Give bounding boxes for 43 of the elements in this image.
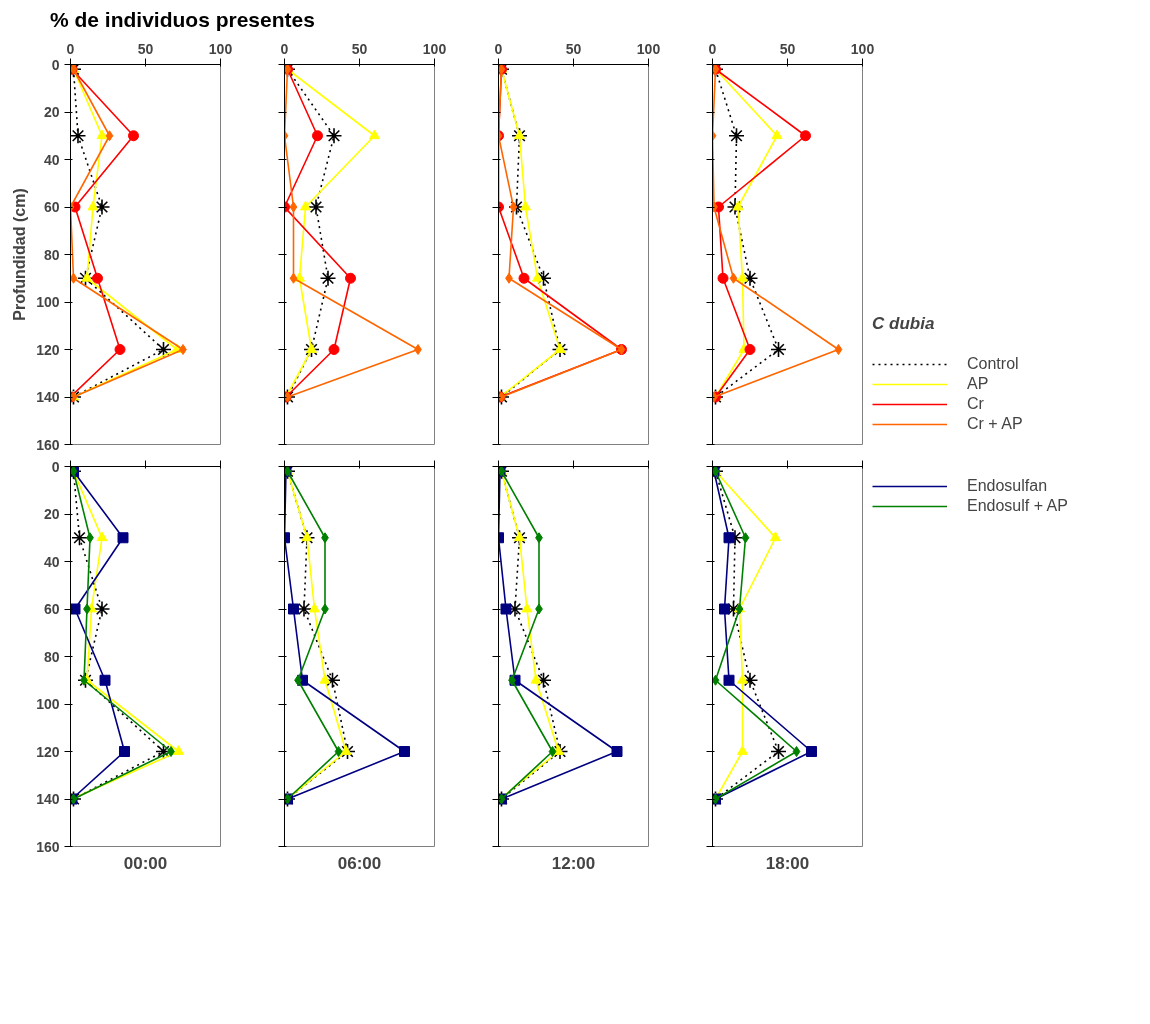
y-tick-label: 100 [36,294,60,310]
x-tick-label: 0 [494,40,503,57]
y-tick-label: 120 [36,743,60,760]
x-axis-title: 06:00 [337,853,382,873]
y-tick-label: 60 [43,199,60,215]
legend-label: Endosulfan [967,477,1048,495]
x-tick-label: 100 [850,40,875,57]
chart-title: % de individuos presentes [50,7,315,33]
y-tick-label: 80 [43,648,60,665]
x-tick-label: 50 [137,40,154,57]
y-tick-label: 60 [43,601,60,617]
y-tick-label: 0 [51,458,60,475]
x-axis-title: 00:00 [123,853,168,873]
x-tick-label: 50 [779,40,796,57]
legend-label: Cr [967,395,985,413]
x-tick-label: 0 [708,40,717,57]
x-tick-label: 100 [422,40,447,57]
x-tick-label: 100 [636,40,661,57]
x-axis-title: 12:00 [551,853,596,873]
x-tick-label: 50 [351,40,368,57]
y-tick-label: 160 [36,436,60,453]
y-tick-label: 40 [43,553,60,570]
y-tick-label: 160 [36,838,60,855]
y-tick-label: 20 [43,104,60,120]
y-tick-label: 100 [36,696,60,712]
x-tick-label: 0 [66,40,75,57]
legend-title: C dubia [872,314,936,334]
legend-label: Cr + AP [967,415,1023,433]
y-tick-label: 140 [36,389,60,405]
y-tick-label: 140 [36,791,60,807]
x-tick-label: 0 [280,40,289,57]
x-tick-label: 100 [208,40,233,57]
y-tick-label: 0 [51,56,60,73]
y-axis-title: Profundidad (cm) [11,188,29,321]
y-tick-label: 80 [43,246,60,263]
legend-label: Control [967,355,1019,373]
y-tick-label: 20 [43,506,60,522]
y-tick-label: 40 [43,151,60,168]
y-tick-label: 120 [36,341,60,358]
legend-label: AP [967,375,989,393]
x-axis-title: 18:00 [765,853,810,873]
x-tick-label: 50 [565,40,582,57]
legend-label: Endosulf + AP [967,497,1068,515]
